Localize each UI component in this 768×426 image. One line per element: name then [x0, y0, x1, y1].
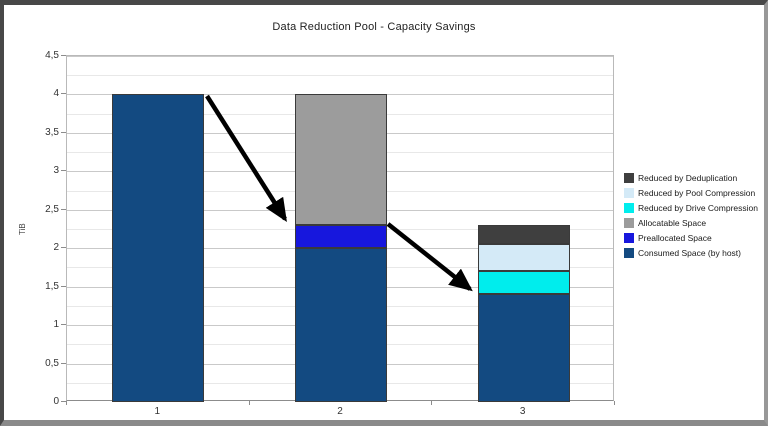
- y-tick-mark: [61, 93, 66, 95]
- bar-segment: [477, 271, 570, 295]
- y-tick-mark: [61, 170, 66, 172]
- legend-swatch: [624, 202, 634, 213]
- x-tick-mark: [614, 401, 615, 405]
- y-tick-mark: [61, 247, 66, 249]
- legend-swatch: [624, 232, 634, 243]
- y-tick-label: 0,5: [45, 357, 59, 369]
- y-tick-label: 1,5: [45, 280, 59, 292]
- y-tick-mark: [61, 131, 66, 133]
- bar-segment: [477, 244, 570, 272]
- y-tick-label: 4,5: [45, 50, 59, 61]
- legend-swatch: [624, 172, 634, 183]
- y-tick-label: 3: [53, 165, 59, 177]
- bar-segment: [295, 248, 387, 402]
- y-tick-mark: [61, 285, 66, 287]
- gridline: [67, 75, 613, 77]
- legend-item: Reduced by Pool Compression: [624, 185, 764, 200]
- legend-item: Reduced by Deduplication: [624, 170, 764, 185]
- legend-swatch: [624, 247, 634, 258]
- legend-label: Reduced by Deduplication: [638, 172, 738, 183]
- x-tick-mark: [248, 401, 250, 405]
- legend-item: Reduced by Drive Compression: [624, 200, 764, 215]
- chart-title: Data Reduction Pool - Capacity Savings: [272, 21, 476, 33]
- legend: Reduced by Deduplication Reduced by Pool …: [624, 170, 764, 260]
- legend-label: Reduced by Drive Compression: [638, 202, 758, 213]
- x-tick-label: 3: [519, 406, 526, 417]
- bar-segment: [295, 94, 387, 226]
- y-tick-label: 1: [53, 319, 59, 331]
- y-tick-label: 0: [53, 396, 59, 407]
- legend-item: Preallocated Space: [624, 230, 764, 245]
- y-tick-mark: [61, 401, 66, 402]
- y-tick-label: 4: [53, 88, 59, 100]
- plot-area: [66, 55, 614, 402]
- legend-item: Consumed Space (by host): [624, 245, 764, 260]
- bar-segment: [477, 225, 570, 245]
- x-tick-label: 1: [154, 406, 161, 417]
- bar-segment: [112, 94, 205, 402]
- y-tick-mark: [61, 324, 66, 326]
- legend-label: Allocatable Space: [638, 217, 707, 228]
- y-tick-label: 3,5: [45, 126, 59, 138]
- bar-segment: [477, 294, 570, 402]
- bar-segment: [295, 225, 387, 249]
- legend-label: Consumed Space (by host): [638, 247, 741, 258]
- y-tick-label: 2,5: [45, 203, 59, 215]
- legend-label: Preallocated Space: [638, 232, 712, 243]
- y-tick-label: 2: [53, 242, 59, 254]
- legend-swatch: [624, 187, 634, 198]
- gridline: [67, 56, 613, 57]
- y-tick-mark: [61, 208, 66, 210]
- y-axis-title: TiB: [18, 223, 27, 235]
- y-tick-mark: [61, 362, 66, 364]
- y-tick-mark: [61, 55, 66, 56]
- x-tick-label: 2: [337, 406, 343, 417]
- legend-label: Reduced by Pool Compression: [638, 187, 756, 198]
- x-tick-mark: [66, 401, 67, 405]
- legend-swatch: [624, 217, 634, 228]
- legend-item: Allocatable Space: [624, 215, 764, 230]
- x-tick-mark: [431, 401, 433, 405]
